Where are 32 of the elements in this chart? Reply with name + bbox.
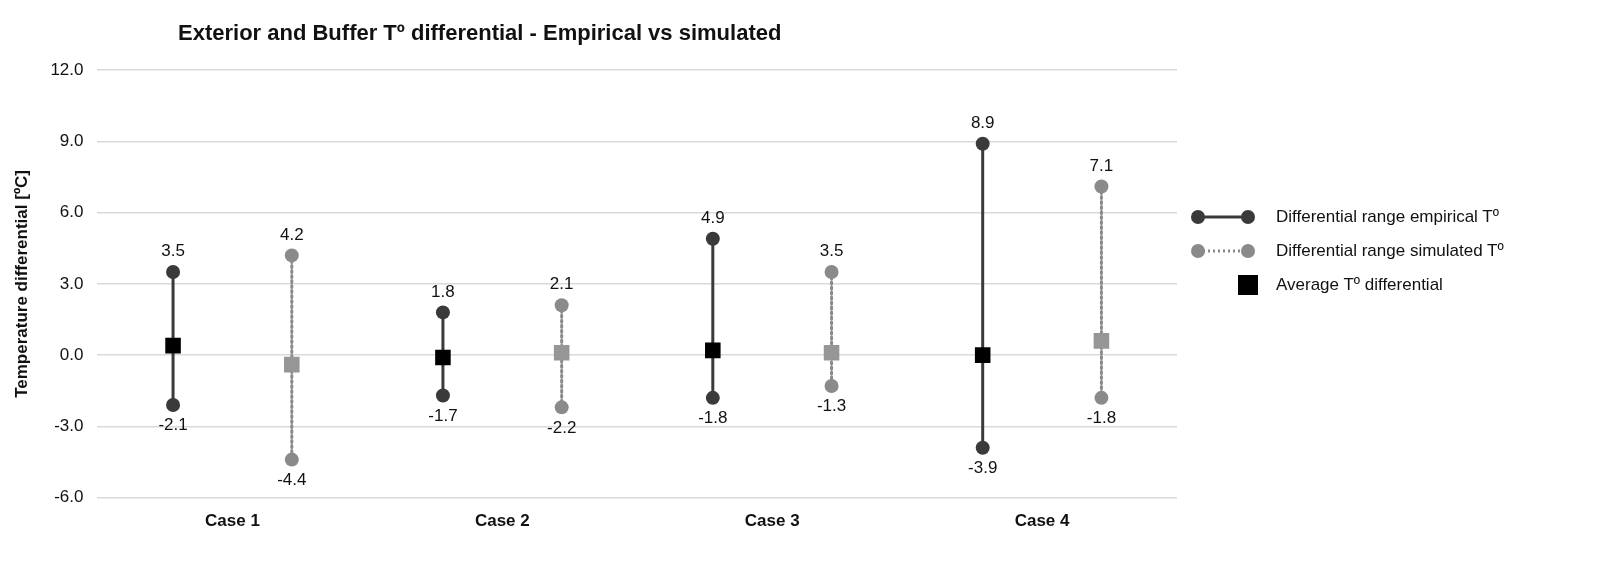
y-tick-label: 9.0 <box>59 131 84 151</box>
y-tick-label: -3.0 <box>54 416 84 436</box>
x-tick-label: Case 1 <box>205 511 260 531</box>
legend-label: Average Tº differential <box>1276 275 1443 295</box>
data-label: -1.3 <box>816 396 847 416</box>
data-label: 7.1 <box>1089 155 1114 175</box>
x-tick-label: Case 4 <box>1014 511 1071 531</box>
legend-label: Differential range empirical Tº <box>1276 207 1499 227</box>
data-label: 8.9 <box>970 113 995 132</box>
x-tick-label: Case 2 <box>474 511 530 531</box>
legend-label: Differential range simulated Tº <box>1276 241 1504 261</box>
y-axis-title: Temperature differential [ºC] <box>11 169 31 398</box>
data-label: -1.8 <box>698 408 728 428</box>
data-label: 4.9 <box>700 207 725 227</box>
data-label: 1.8 <box>431 281 455 301</box>
y-tick-label: -6.0 <box>54 487 84 507</box>
data-label: -2.1 <box>158 415 188 435</box>
y-tick-label: 6.0 <box>59 202 84 222</box>
y-tick-label: 3.0 <box>59 273 84 293</box>
x-tick-label: Case 3 <box>744 511 800 531</box>
chart-title: Exterior and Buffer Tº differential - Empirical vs simulated <box>177 19 783 46</box>
data-label: 3.5 <box>161 241 185 261</box>
data-label: 2.1 <box>549 274 574 294</box>
data-label: -1.8 <box>1086 408 1117 428</box>
data-label: 4.2 <box>279 224 304 244</box>
data-label: 3.5 <box>819 241 844 261</box>
data-label: -2.2 <box>547 417 577 437</box>
y-tick-label: 12.0 <box>50 59 84 79</box>
data-label: -4.4 <box>277 469 307 489</box>
data-label: -1.7 <box>428 405 458 425</box>
data-label: -3.9 <box>968 457 998 477</box>
y-tick-label: 0.0 <box>59 344 84 364</box>
